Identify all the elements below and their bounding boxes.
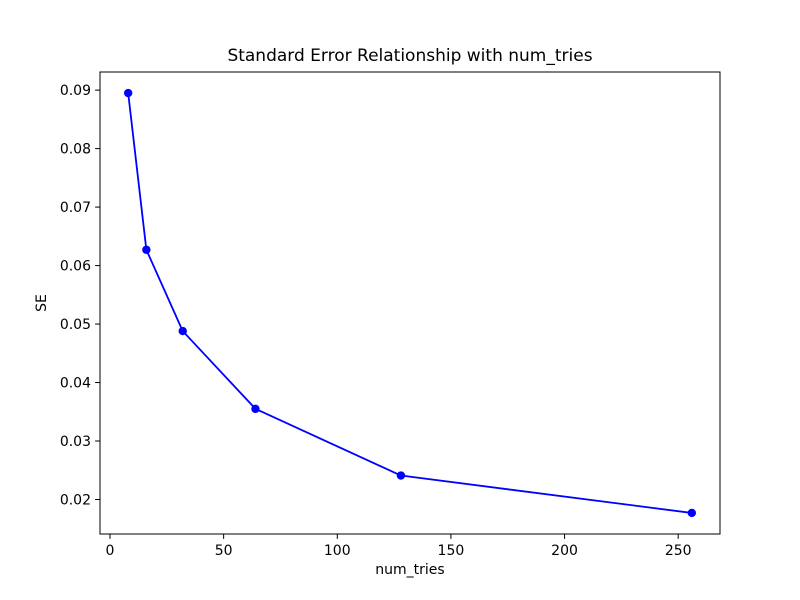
x-tick-label: 150 bbox=[438, 543, 465, 559]
data-point bbox=[142, 245, 151, 254]
y-tick-label: 0.06 bbox=[60, 259, 91, 275]
data-point bbox=[251, 404, 260, 414]
y-axis-label: SE bbox=[34, 294, 50, 312]
data-point bbox=[178, 326, 187, 336]
x-tick-label: 50 bbox=[215, 543, 233, 559]
y-tick-label: 0.04 bbox=[60, 376, 91, 392]
y-tick-label: 0.07 bbox=[60, 200, 91, 216]
y-tick-label: 0.02 bbox=[60, 492, 91, 508]
y-tick-label: 0.09 bbox=[60, 83, 91, 99]
x-tick-label: 200 bbox=[551, 543, 578, 559]
line-series bbox=[123, 88, 697, 518]
y-tick-label: 0.08 bbox=[60, 142, 91, 158]
x-axis-label: num_tries bbox=[375, 562, 444, 578]
y-tick-label: 0.03 bbox=[60, 434, 91, 450]
x-axis-ticks: 0 50 100 150 200 250 bbox=[106, 534, 692, 559]
x-tick-label: 250 bbox=[665, 543, 692, 559]
plot-area bbox=[99, 71, 721, 535]
y-tick-label: 0.05 bbox=[60, 317, 91, 333]
data-point bbox=[396, 471, 406, 480]
y-axis-ticks: 0.02 0.03 0.04 0.05 0.06 0.07 0.08 0.09 bbox=[60, 83, 100, 508]
x-tick-label: 0 bbox=[106, 543, 115, 559]
series-line bbox=[127, 92, 692, 514]
chart-title: Standard Error Relationship with num_tri… bbox=[227, 46, 592, 66]
data-point bbox=[123, 88, 133, 98]
x-tick-label: 100 bbox=[324, 543, 351, 559]
data-point bbox=[687, 508, 697, 518]
